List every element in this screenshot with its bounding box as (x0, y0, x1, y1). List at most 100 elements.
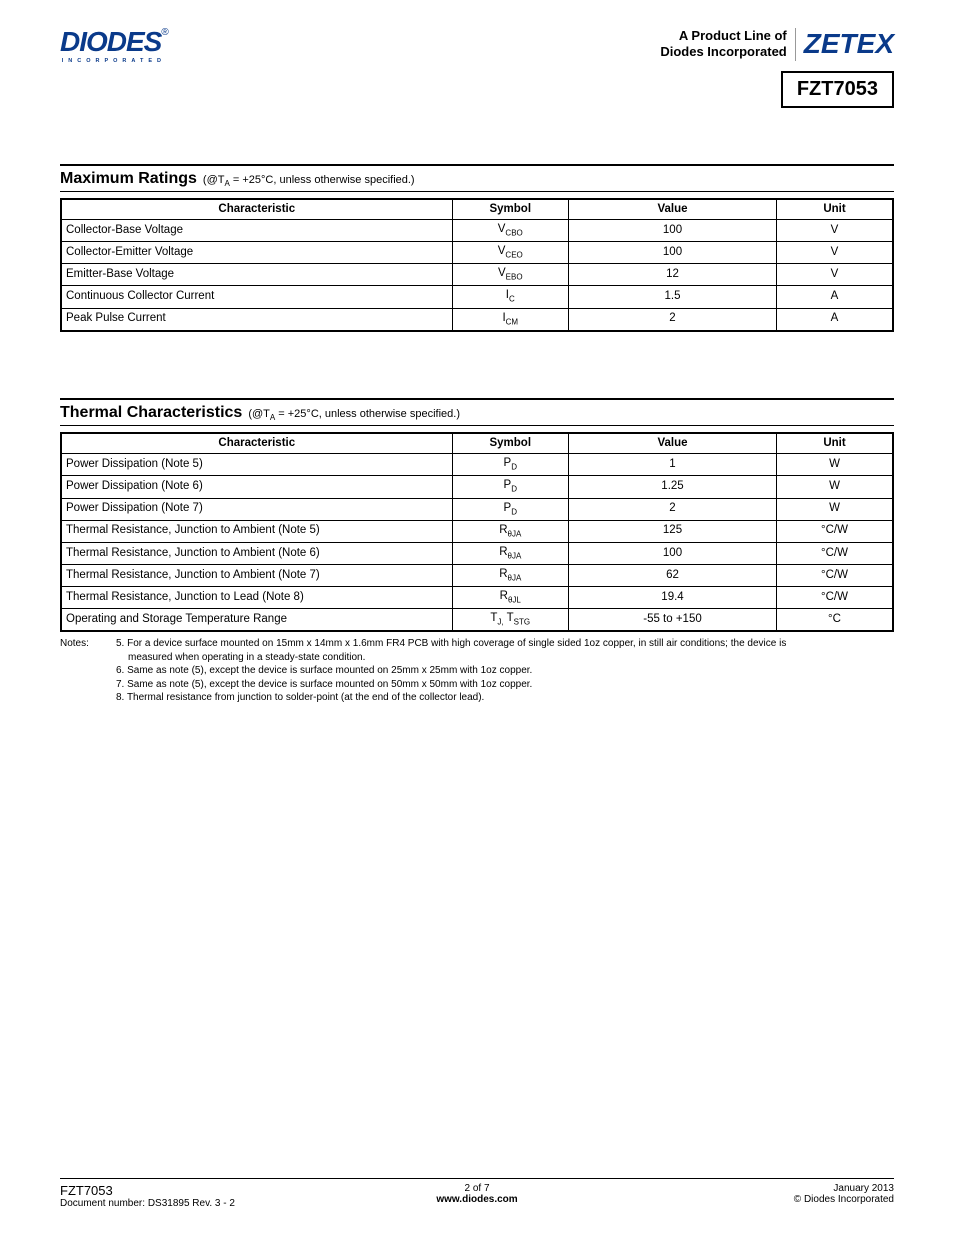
note-line: 8. Thermal resistance from junction to s… (116, 691, 894, 705)
cell-symbol: VCBO (452, 220, 568, 242)
cell-symbol: VEBO (452, 264, 568, 286)
notes-body: 5. For a device surface mounted on 15mm … (116, 637, 894, 705)
table-row: Thermal Resistance, Junction to Lead (No… (61, 586, 893, 608)
cell-value: -55 to +150 (569, 609, 777, 632)
notes-block: Notes: 5. For a device surface mounted o… (60, 637, 894, 705)
cell-symbol: IC (452, 286, 568, 308)
cell-symbol: RθJA (452, 542, 568, 564)
footer-right: January 2013 © Diodes Incorporated (654, 1183, 894, 1205)
max-ratings-tbody: Collector-Base VoltageVCBO100VCollector-… (61, 220, 893, 331)
notes-label: Notes: (60, 637, 116, 705)
cell-value: 1 (569, 454, 777, 476)
section-condition: (@TA = +25°C, unless otherwise specified… (248, 408, 460, 422)
footer-left: FZT7053 Document number: DS31895 Rev. 3 … (60, 1183, 300, 1209)
diodes-logo-word: DIODES (60, 26, 161, 57)
footer-copyright: © Diodes Incorporated (794, 1194, 894, 1205)
col-symbol: Symbol (452, 433, 568, 454)
section-title: Maximum Ratings (60, 170, 197, 188)
header-right: A Product Line of Diodes Incorporated ZE… (660, 28, 894, 108)
section-condition: (@TA = +25°C, unless otherwise specified… (203, 174, 415, 188)
cell-symbol: RθJA (452, 520, 568, 542)
cell-unit: A (777, 308, 894, 331)
thermal-table: Characteristic Symbol Value Unit Power D… (60, 432, 894, 632)
cond-suffix: = +25°C, unless otherwise specified.) (275, 408, 460, 420)
table-row: Continuous Collector CurrentIC1.5A (61, 286, 893, 308)
cell-unit: A (777, 286, 894, 308)
cell-value: 62 (569, 564, 777, 586)
cell-unit: W (777, 476, 894, 498)
cell-unit: V (777, 242, 894, 264)
table-row: Collector-Base VoltageVCBO100V (61, 220, 893, 242)
cond-prefix: (@T (203, 174, 225, 186)
cell-characteristic: Collector-Emitter Voltage (61, 242, 452, 264)
note-line: 5. For a device surface mounted on 15mm … (116, 637, 894, 651)
cell-characteristic: Power Dissipation (Note 7) (61, 498, 452, 520)
cell-unit: V (777, 264, 894, 286)
cell-characteristic: Power Dissipation (Note 6) (61, 476, 452, 498)
cell-characteristic: Peak Pulse Current (61, 308, 452, 331)
table-row: Thermal Resistance, Junction to Ambient … (61, 542, 893, 564)
table-row: Operating and Storage Temperature RangeT… (61, 609, 893, 632)
cell-unit: °C/W (777, 564, 894, 586)
registered-mark: ® (161, 27, 167, 38)
cell-unit: W (777, 454, 894, 476)
cell-value: 2 (569, 498, 777, 520)
product-line-2: Diodes Incorporated (660, 44, 786, 59)
cell-characteristic: Continuous Collector Current (61, 286, 452, 308)
cell-characteristic: Emitter-Base Voltage (61, 264, 452, 286)
cell-characteristic: Thermal Resistance, Junction to Lead (No… (61, 586, 452, 608)
col-unit: Unit (777, 433, 894, 454)
note-line: 7. Same as note (5), except the device i… (116, 678, 894, 692)
cell-characteristic: Thermal Resistance, Junction to Ambient … (61, 520, 452, 542)
page-footer: FZT7053 Document number: DS31895 Rev. 3 … (60, 1178, 894, 1209)
col-value: Value (569, 199, 777, 220)
table-row: Thermal Resistance, Junction to Ambient … (61, 564, 893, 586)
cell-symbol: TJ, TSTG (452, 609, 568, 632)
section-title-row: Thermal Characteristics (@TA = +25°C, un… (60, 398, 894, 426)
table-header-row: Characteristic Symbol Value Unit (61, 199, 893, 220)
max-ratings-table: Characteristic Symbol Value Unit Collect… (60, 198, 894, 332)
cell-value: 100 (569, 542, 777, 564)
table-row: Peak Pulse CurrentICM2A (61, 308, 893, 331)
cell-unit: °C/W (777, 586, 894, 608)
section-title: Thermal Characteristics (60, 404, 242, 422)
col-characteristic: Characteristic (61, 199, 452, 220)
table-row: Power Dissipation (Note 6)PD1.25W (61, 476, 893, 498)
thermal-tbody: Power Dissipation (Note 5)PD1WPower Diss… (61, 454, 893, 631)
section-max-ratings: Maximum Ratings (@TA = +25°C, unless oth… (60, 164, 894, 332)
footer-docnum: Document number: DS31895 Rev. 3 - 2 (60, 1198, 235, 1209)
page-header: DIODES® INCORPORATED A Product Line of D… (60, 28, 894, 108)
cell-characteristic: Thermal Resistance, Junction to Ambient … (61, 564, 452, 586)
cell-symbol: RθJL (452, 586, 568, 608)
cell-unit: W (777, 498, 894, 520)
footer-date: January 2013 (833, 1183, 894, 1194)
cell-characteristic: Collector-Base Voltage (61, 220, 452, 242)
cell-value: 12 (569, 264, 777, 286)
zetex-logo: ZETEX (804, 30, 894, 58)
cell-value: 2 (569, 308, 777, 331)
table-header-row: Characteristic Symbol Value Unit (61, 433, 893, 454)
cell-characteristic: Power Dissipation (Note 5) (61, 454, 452, 476)
cell-value: 1.25 (569, 476, 777, 498)
cell-unit: °C (777, 609, 894, 632)
col-characteristic: Characteristic (61, 433, 452, 454)
diodes-logo: DIODES® INCORPORATED (60, 28, 168, 64)
section-thermal: Thermal Characteristics (@TA = +25°C, un… (60, 398, 894, 705)
col-value: Value (569, 433, 777, 454)
cell-unit: °C/W (777, 520, 894, 542)
note-line: 6. Same as note (5), except the device i… (116, 664, 894, 678)
datasheet-page: DIODES® INCORPORATED A Product Line of D… (0, 0, 954, 1235)
footer-center: 2 of 7 www.diodes.com (300, 1183, 654, 1205)
cell-symbol: PD (452, 498, 568, 520)
table-row: Power Dissipation (Note 7)PD2W (61, 498, 893, 520)
footer-url: www.diodes.com (436, 1194, 517, 1205)
cell-characteristic: Thermal Resistance, Junction to Ambient … (61, 542, 452, 564)
cell-symbol: ICM (452, 308, 568, 331)
header-right-top: A Product Line of Diodes Incorporated ZE… (660, 28, 894, 61)
cell-symbol: VCEO (452, 242, 568, 264)
table-row: Collector-Emitter VoltageVCEO100V (61, 242, 893, 264)
cell-symbol: PD (452, 476, 568, 498)
table-row: Emitter-Base VoltageVEBO12V (61, 264, 893, 286)
cond-prefix: (@T (248, 408, 270, 420)
cell-symbol: RθJA (452, 564, 568, 586)
